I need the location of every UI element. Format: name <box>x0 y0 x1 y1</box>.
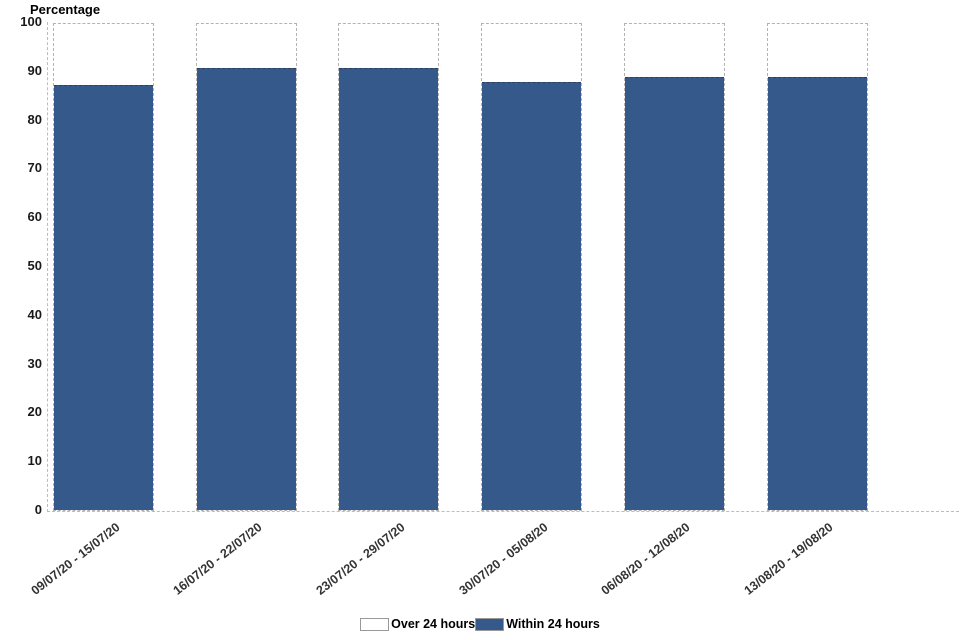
stacked-bar <box>195 23 297 511</box>
legend: Over 24 hours Within 24 hours <box>0 617 960 631</box>
bar-segment-within-24-hours <box>196 67 296 510</box>
bar-segment-within-24-hours <box>624 77 724 510</box>
y-axis-tick-label: 50 <box>27 258 42 273</box>
y-axis-tick-label: 90 <box>27 62 42 78</box>
bar-segment-within-24-hours <box>54 84 153 510</box>
legend-label-over-24-hours: Over 24 hours <box>391 617 476 631</box>
y-axis-tick-label: 100 <box>20 14 42 29</box>
stacked-bar <box>53 23 154 511</box>
legend-item-within-24-hours: Within 24 hours <box>475 617 600 631</box>
plot-area: 0 10 20 30 40 50 60 70 80 90 100 09/07/20 - 15/07/2… <box>20 14 959 598</box>
bar-segment-within-24-hours <box>339 67 439 510</box>
y-axis-tick-label: 0 <box>34 502 42 517</box>
y-axis-title: Percentage <box>30 2 101 17</box>
y-axis-tick-label: 20 <box>27 404 42 420</box>
bar-segment-within-24-hours <box>767 77 867 510</box>
y-axis-tick-label: 10 <box>27 453 42 469</box>
legend-item-over-24-hours: Over 24 hours <box>360 617 475 631</box>
bar-segment-within-24-hours <box>482 82 582 510</box>
y-axis-tick-label: 60 <box>27 209 42 225</box>
legend-swatch-over-24-hours <box>360 617 390 631</box>
legend-swatch-within-24-hours <box>475 617 505 631</box>
y-axis-tick-label: 30 <box>27 355 42 371</box>
legend-label-within-24-hours: Within 24 hours <box>506 617 600 631</box>
stacked-bar <box>481 23 583 511</box>
stacked-bar <box>766 23 868 511</box>
y-axis-tick-label: 40 <box>27 306 42 322</box>
stacked-bar <box>623 23 725 511</box>
y-axis-tick-label: 80 <box>27 111 42 127</box>
y-axis-tick-label: 70 <box>27 160 42 176</box>
stacked-bar <box>338 23 440 511</box>
